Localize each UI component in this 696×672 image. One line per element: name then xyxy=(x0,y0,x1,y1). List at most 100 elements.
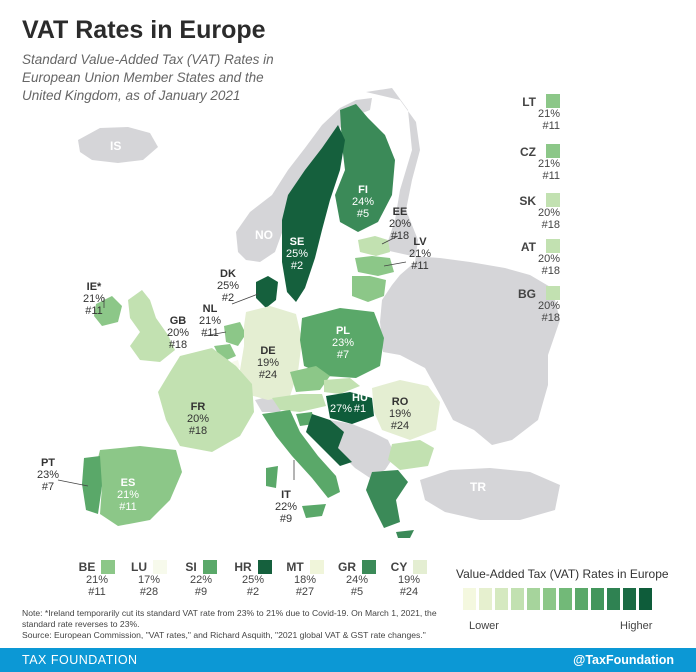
region-slovakia xyxy=(324,378,360,394)
side-item-bg: BG 20% #18 xyxy=(500,286,560,324)
svg-text:#18: #18 xyxy=(391,230,409,242)
svg-text:24%: 24% xyxy=(352,196,374,208)
side-rank: #11 xyxy=(542,120,560,132)
side-rate: 21% xyxy=(537,108,560,120)
label-ro: RO 19% #24 xyxy=(389,396,411,432)
svg-text:DE: DE xyxy=(260,345,275,357)
svg-text:LV: LV xyxy=(413,236,427,248)
legend-low-label: Lower xyxy=(469,620,499,632)
svg-text:21%: 21% xyxy=(409,248,431,260)
side-code: SK xyxy=(519,194,536,208)
color-swatch xyxy=(101,560,116,574)
color-swatch xyxy=(546,144,560,158)
leader-line-nl xyxy=(203,331,227,337)
bottom-code: BE xyxy=(78,560,96,574)
color-swatch xyxy=(309,560,324,574)
svg-text:IE*: IE* xyxy=(87,281,102,293)
svg-text:PL: PL xyxy=(336,325,350,337)
region-croatia xyxy=(306,414,352,466)
bottom-rate: 17% xyxy=(137,574,161,586)
label-fr: FR 20% #18 xyxy=(187,401,209,437)
svg-text:#24: #24 xyxy=(391,420,409,432)
side-item-cz: CZ 21% #11 xyxy=(500,144,560,182)
legend-swatch xyxy=(607,588,620,610)
region-belgium xyxy=(214,344,236,362)
legend-swatch xyxy=(463,588,476,610)
bottom-code: SI xyxy=(185,560,197,574)
svg-text:23%: 23% xyxy=(37,469,59,481)
side-code: LT xyxy=(522,95,536,109)
bottom-rate: 25% xyxy=(241,574,265,586)
legend-swatch xyxy=(639,588,652,610)
region-netherlands xyxy=(224,322,246,346)
bottom-rank: #2 xyxy=(246,586,260,598)
legend-swatch xyxy=(495,588,508,610)
leader-line-pt xyxy=(57,479,89,487)
bottom-code: HR xyxy=(234,560,252,574)
svg-text:20%: 20% xyxy=(389,218,411,230)
svg-text:IT: IT xyxy=(281,489,291,501)
region-spain xyxy=(96,446,182,526)
bottom-item-mt: MT 18% #27 xyxy=(280,560,330,598)
svg-text:#11: #11 xyxy=(411,260,429,272)
legend-swatch xyxy=(511,588,524,610)
side-item-lt: LT 21% #11 xyxy=(500,94,560,132)
side-rate: 20% xyxy=(537,207,560,219)
bottom-rank: #27 xyxy=(295,586,315,598)
svg-text:#11: #11 xyxy=(201,327,219,339)
region-portugal xyxy=(82,456,102,514)
svg-text:#2: #2 xyxy=(291,260,303,272)
color-swatch xyxy=(546,239,560,253)
label-ie: IE* 21% #11 xyxy=(83,281,105,317)
svg-text:19%: 19% xyxy=(389,408,411,420)
svg-text:HU: HU xyxy=(352,392,368,404)
label-hu: HU 27% #1 xyxy=(330,392,368,415)
svg-text:GB: GB xyxy=(170,315,187,327)
bottom-rank: #11 xyxy=(88,586,106,598)
svg-text:#18: #18 xyxy=(169,339,187,351)
page-subtitle: Standard Value-Added Tax (VAT) Rates in … xyxy=(22,52,274,103)
svg-text:NL: NL xyxy=(203,303,218,315)
svg-text:25%: 25% xyxy=(217,280,239,292)
svg-text:21%: 21% xyxy=(117,489,139,501)
bottom-item-si: SI 22% #9 xyxy=(176,560,226,598)
label-fi: FI 24% #5 xyxy=(352,184,374,220)
svg-text:#1: #1 xyxy=(354,403,366,415)
color-swatch xyxy=(413,560,428,574)
label-gb: GB 20% #18 xyxy=(167,315,189,351)
svg-text:23%: 23% xyxy=(332,337,354,349)
region-poland xyxy=(300,308,384,378)
region-sweden xyxy=(282,125,345,302)
side-code: AT xyxy=(520,240,536,254)
svg-text:RO: RO xyxy=(392,396,409,408)
bottom-item-be: BE 21% #11 xyxy=(72,560,122,598)
svg-text:21%: 21% xyxy=(83,293,105,305)
label-se: SE 25% #2 xyxy=(286,236,308,272)
bottom-item-lu: LU 17% #28 xyxy=(124,560,174,598)
legend-title: Value-Added Tax (VAT) Rates in Europe xyxy=(456,567,669,581)
bottom-rate: 24% xyxy=(345,574,369,586)
color-swatch xyxy=(546,94,560,108)
svg-text:20%: 20% xyxy=(187,413,209,425)
color-swatch xyxy=(546,286,560,300)
svg-text:ES: ES xyxy=(121,477,136,489)
footer-brand: TAX FOUNDATION xyxy=(22,653,138,667)
svg-text:PT: PT xyxy=(41,457,55,469)
color-swatch xyxy=(362,560,376,574)
legend-swatch xyxy=(543,588,556,610)
region-france xyxy=(158,348,254,452)
bottom-code: LU xyxy=(131,560,147,574)
label-ee: EE 20% #18 xyxy=(389,206,411,242)
leader-line-dk xyxy=(231,293,259,305)
region-lithuania xyxy=(352,276,386,302)
bottom-rank: #9 xyxy=(194,586,208,598)
bottom-rate: 18% xyxy=(293,574,317,586)
bottom-code: CY xyxy=(390,560,408,574)
svg-text:20%: 20% xyxy=(167,327,189,339)
region-turkey xyxy=(420,468,560,520)
legend-swatch xyxy=(479,588,492,610)
label-it: IT 22% #9 xyxy=(275,489,297,525)
region-balkans xyxy=(330,420,395,478)
legend-swatch xyxy=(575,588,588,610)
